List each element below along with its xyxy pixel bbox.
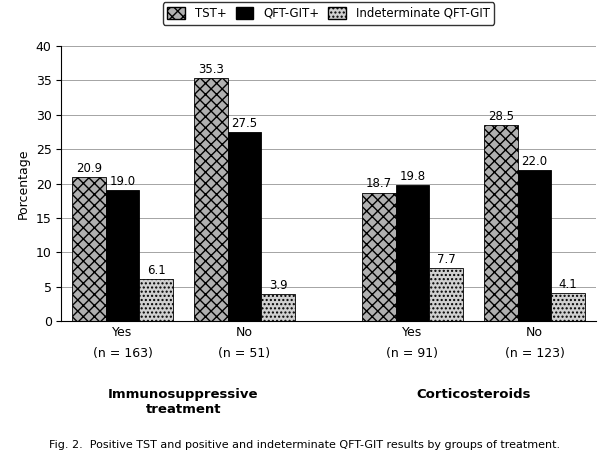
- Bar: [194, 78, 228, 321]
- Bar: [484, 125, 518, 321]
- Bar: [72, 177, 106, 321]
- Text: 6.1: 6.1: [147, 264, 165, 277]
- Bar: [362, 193, 395, 321]
- Bar: [139, 279, 173, 321]
- Text: 7.7: 7.7: [437, 253, 456, 266]
- Bar: [228, 132, 262, 321]
- Text: (n = 51): (n = 51): [219, 347, 271, 359]
- Text: 3.9: 3.9: [269, 280, 287, 292]
- Text: 19.8: 19.8: [399, 170, 426, 183]
- Text: Immunosuppressive
treatment: Immunosuppressive treatment: [108, 388, 258, 416]
- Bar: [429, 268, 463, 321]
- Text: (n = 163): (n = 163): [93, 347, 152, 359]
- Text: 28.5: 28.5: [488, 110, 514, 123]
- Text: 20.9: 20.9: [76, 162, 102, 175]
- Y-axis label: Porcentage: Porcentage: [17, 148, 30, 219]
- Bar: [551, 293, 585, 321]
- Bar: [106, 190, 139, 321]
- Bar: [395, 185, 429, 321]
- Bar: [262, 295, 295, 321]
- Text: (n = 91): (n = 91): [386, 347, 438, 359]
- Bar: [518, 170, 551, 321]
- Text: 19.0: 19.0: [109, 175, 136, 188]
- Text: Fig. 2.  Positive TST and positive and indeterminate QFT-GIT results by groups o: Fig. 2. Positive TST and positive and in…: [49, 440, 560, 450]
- Text: 22.0: 22.0: [521, 155, 548, 168]
- Text: 18.7: 18.7: [366, 178, 392, 190]
- Text: 27.5: 27.5: [231, 117, 258, 130]
- Text: Corticosteroids: Corticosteroids: [416, 388, 530, 401]
- Text: (n = 123): (n = 123): [505, 347, 564, 359]
- Text: 35.3: 35.3: [198, 63, 224, 76]
- Text: 4.1: 4.1: [559, 278, 578, 291]
- Legend: TST+, QFT-GIT+, Indeterminate QFT-GIT: TST+, QFT-GIT+, Indeterminate QFT-GIT: [163, 2, 494, 25]
